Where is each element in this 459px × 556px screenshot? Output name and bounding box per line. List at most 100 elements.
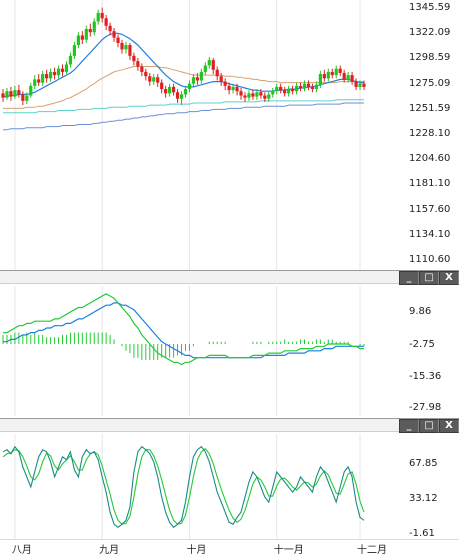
- candle-body: [187, 83, 192, 90]
- candle-body: [33, 79, 37, 86]
- minimize-button[interactable]: _: [399, 271, 419, 285]
- candle-body: [96, 12, 100, 22]
- candle-body: [310, 86, 315, 90]
- candle-body: [37, 79, 41, 83]
- candle-body: [255, 92, 259, 97]
- price-y-tick-label: 1134.10: [409, 228, 451, 240]
- candle-body: [116, 37, 120, 43]
- macd-y-tick-label: -2.75: [409, 339, 435, 350]
- candle-body: [338, 68, 342, 73]
- candle-body: [298, 85, 303, 88]
- candle-body: [80, 35, 84, 40]
- candle-body: [342, 72, 346, 80]
- macd-signal-line: [3, 302, 364, 359]
- kd-y-tick-label: 67.85: [409, 458, 438, 469]
- candle-body: [275, 86, 279, 92]
- candle-body: [152, 77, 156, 82]
- ma-short-line: [3, 32, 364, 98]
- candle-body: [17, 90, 21, 95]
- candle-body: [92, 21, 96, 33]
- candle-body: [346, 75, 350, 80]
- candle-body: [41, 74, 45, 83]
- minimize-button[interactable]: _: [399, 419, 419, 433]
- candle-body: [64, 64, 69, 72]
- kd-k-line: [2, 445, 365, 529]
- candle-body: [235, 86, 239, 92]
- ma-long-line: [3, 99, 364, 114]
- close-button[interactable]: X: [439, 271, 459, 285]
- candle-body: [21, 94, 25, 101]
- candle-body: [132, 55, 136, 62]
- candle-body: [84, 29, 88, 40]
- price-y-tick-label: 1345.59: [409, 2, 451, 13]
- candle-body: [203, 65, 207, 72]
- candle-body: [283, 90, 287, 94]
- candle-body: [1, 93, 5, 98]
- panel-separator-macd[interactable]: _ □ X: [0, 270, 459, 285]
- x-tick-label: 十二月: [357, 545, 388, 556]
- candle-body: [175, 92, 180, 99]
- candle-body: [52, 71, 57, 76]
- macd-y-tick-label: 9.86: [409, 306, 432, 317]
- price-y-tick-label: 1228.10: [409, 127, 451, 139]
- candle-body: [358, 83, 362, 87]
- candle-body: [29, 85, 33, 96]
- x-tick-label: 十一月: [273, 545, 304, 556]
- candle-body: [354, 81, 358, 87]
- x-axis-line: [0, 539, 459, 540]
- candle-body: [219, 76, 223, 82]
- macd-chart[interactable]: [0, 286, 459, 416]
- candle-body: [211, 60, 215, 70]
- macd-panel: 9.86 -2.75 -15.36 -27.98: [0, 286, 459, 416]
- candle-body: [160, 82, 164, 90]
- candle-body: [171, 86, 176, 93]
- candle-body: [326, 71, 330, 79]
- price-chart[interactable]: [0, 0, 459, 270]
- price-y-tick-label: 1251.59: [409, 102, 451, 114]
- candle-body: [88, 29, 92, 33]
- candle-body: [45, 74, 49, 79]
- macd-line: [3, 293, 364, 366]
- restore-button[interactable]: □: [419, 271, 439, 285]
- close-button[interactable]: X: [439, 419, 459, 433]
- candle-body: [68, 55, 73, 65]
- candle-body: [13, 90, 17, 97]
- candle-body: [144, 71, 148, 77]
- macd-window-controls: _ □ X: [399, 271, 459, 285]
- candle-body: [156, 77, 160, 83]
- candle-body: [25, 95, 29, 101]
- candle-body: [227, 85, 231, 91]
- candle-body: [136, 61, 140, 67]
- macd-y-tick-label: -15.36: [409, 371, 442, 382]
- x-tick-label: 八月: [11, 545, 32, 556]
- candle-body: [140, 66, 144, 72]
- kd-window-controls: _ □ X: [399, 419, 459, 433]
- price-y-tick-label: 1322.09: [409, 27, 451, 39]
- candle-body: [148, 76, 152, 82]
- candle-body: [108, 25, 112, 32]
- price-y-tick-label: 1275.09: [409, 77, 451, 89]
- kd-panel: 67.85 33.12 -1.61: [0, 434, 459, 540]
- price-panel: 1345.59 1322.09 1298.59 1275.09 1251.59 1228.…: [0, 0, 459, 270]
- candle-body: [251, 93, 255, 97]
- candle-body: [231, 86, 235, 91]
- candle-body: [164, 89, 168, 94]
- price-y-tick-label: 1204.60: [409, 153, 451, 165]
- x-tick-label: 十月: [186, 545, 207, 556]
- ma-mid-line: [3, 66, 364, 109]
- restore-button[interactable]: □: [419, 419, 439, 433]
- candle-body: [120, 42, 124, 50]
- candle-body: [322, 74, 326, 79]
- candle-body: [9, 91, 13, 97]
- candle-body: [247, 93, 251, 98]
- candle-body: [318, 74, 322, 85]
- candle-body: [112, 31, 116, 38]
- candle-body: [199, 71, 203, 81]
- candle-body: [104, 18, 108, 26]
- panel-separator-kd[interactable]: _ □ X: [0, 418, 459, 433]
- price-y-tick-label: 1110.60: [409, 254, 451, 265]
- candle-body: [124, 45, 128, 50]
- candle-body: [191, 77, 196, 84]
- kd-chart[interactable]: [0, 434, 459, 540]
- macd-y-tick-label: -27.98: [409, 402, 442, 413]
